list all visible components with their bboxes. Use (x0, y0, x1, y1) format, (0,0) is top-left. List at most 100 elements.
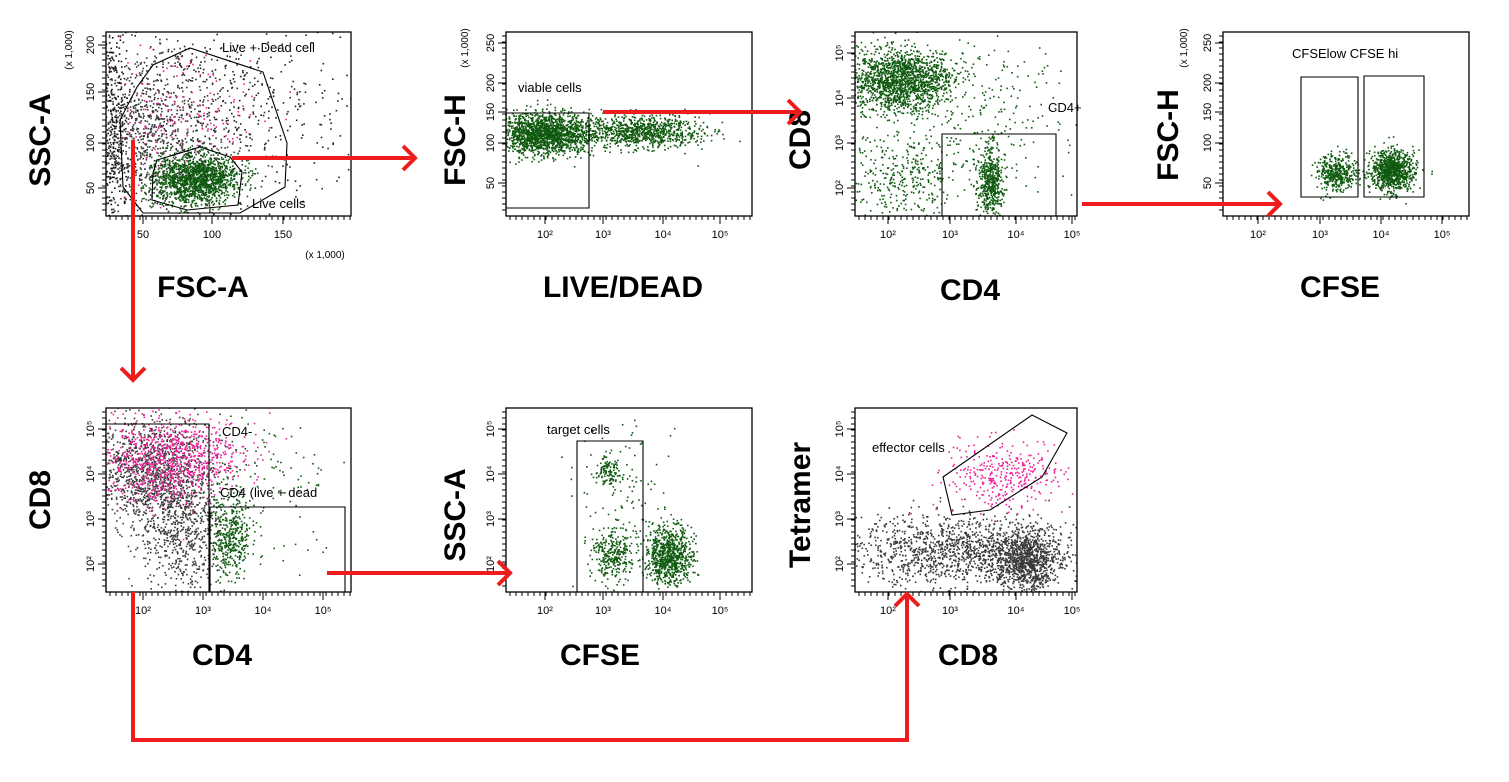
event-dot (109, 172, 112, 175)
event-dot (519, 129, 521, 132)
event-dot (548, 115, 551, 117)
event-dot (583, 139, 586, 142)
event-dot (215, 169, 218, 172)
event-dot (199, 195, 201, 198)
event-dot (97, 206, 99, 208)
event-dot (153, 134, 155, 137)
event-dot (546, 140, 548, 143)
event-dot (542, 108, 544, 111)
y-tick-label: 150 (85, 83, 97, 101)
event-dot (561, 146, 564, 148)
event-dot (125, 137, 127, 140)
event-dot (499, 136, 501, 138)
event-dot (341, 98, 343, 100)
event-dot (107, 142, 109, 144)
event-dot (236, 51, 239, 54)
event-dot (244, 172, 247, 174)
event-dot (95, 168, 97, 170)
event-dot (549, 151, 552, 154)
event-dot (547, 136, 550, 139)
event-dot (144, 132, 147, 135)
event-dot (171, 119, 174, 122)
event-dot (180, 195, 183, 198)
event-dot (133, 85, 135, 88)
event-dot (264, 146, 266, 149)
event-dot (171, 118, 173, 121)
event-dot (185, 200, 187, 202)
event-dot (61, 126, 63, 128)
event-dot (164, 183, 166, 185)
event-dot (194, 163, 197, 165)
event-dot (195, 70, 197, 73)
event-dot (193, 195, 196, 197)
event-dot (246, 26, 248, 28)
event-dot (512, 150, 514, 153)
event-dot (209, 92, 212, 95)
event-dot (517, 134, 519, 137)
event-dot (171, 168, 174, 170)
event-dot (207, 183, 210, 186)
event-dot (222, 158, 225, 160)
event-dot (176, 182, 178, 184)
event-dot (248, 149, 250, 152)
event-dot (146, 154, 148, 157)
event-dot (65, 187, 67, 189)
event-dot (590, 119, 592, 122)
event-dot (565, 124, 568, 127)
event-dot (540, 135, 543, 138)
event-dot (188, 201, 190, 203)
event-dot (107, 257, 109, 259)
event-dot (155, 126, 157, 128)
event-dot (320, 124, 323, 126)
event-dot (121, 97, 123, 99)
event-dot (175, 94, 177, 97)
event-dot (123, 128, 125, 131)
event-dot (109, 134, 112, 137)
event-dot (210, 143, 213, 145)
event-dot (507, 133, 510, 135)
event-dot (244, 95, 246, 97)
event-dot (244, 184, 247, 187)
event-dot (56, 72, 58, 74)
event-dot (538, 161, 540, 163)
event-dot (544, 124, 546, 126)
event-dot (188, 187, 190, 189)
event-dot (519, 139, 521, 141)
event-dot (241, 160, 243, 162)
event-dot (565, 147, 568, 149)
event-dot (155, 66, 158, 68)
event-dot (187, 148, 190, 150)
event-dot (157, 194, 159, 197)
event-dot (474, 141, 476, 143)
event-dot (187, 161, 190, 163)
event-dot (140, 135, 143, 137)
event-dot (72, 144, 74, 146)
event-dot (529, 140, 531, 142)
event-dot (118, 144, 120, 146)
event-dot (232, 70, 234, 73)
event-dot (74, 132, 76, 134)
event-dot (142, 117, 145, 119)
event-dot (176, 176, 179, 178)
event-dot (143, 2, 145, 4)
event-dot (204, 80, 206, 83)
event-dot (174, 178, 176, 181)
event-dot (182, 71, 184, 74)
event-dot (238, 202, 240, 205)
event-dot (160, 124, 163, 127)
event-dot (506, 108, 508, 111)
event-dot (123, 137, 126, 140)
event-dot (114, 116, 116, 118)
event-dot (574, 148, 576, 150)
event-dot (158, 134, 160, 137)
event-dot (209, 76, 211, 78)
event-dot (208, 111, 210, 114)
event-dot (215, 126, 218, 128)
event-dot (210, 187, 212, 190)
event-dot (116, 137, 119, 139)
event-dot (245, 93, 247, 96)
event-dot (521, 137, 524, 140)
event-dot (302, 134, 304, 136)
event-dot (182, 155, 185, 158)
